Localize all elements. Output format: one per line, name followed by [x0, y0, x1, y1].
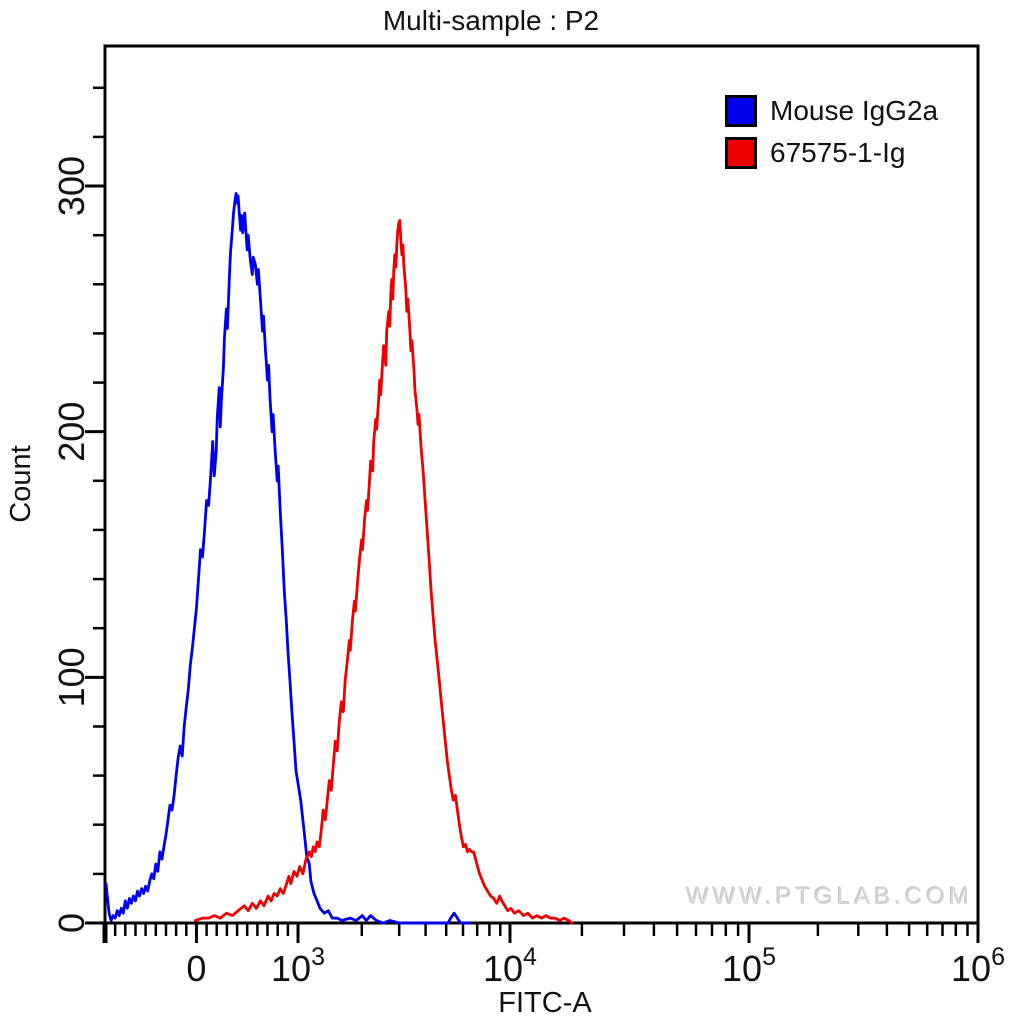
- x-axis-tick-label: 105: [722, 943, 776, 989]
- legend-swatch-red: [725, 137, 757, 169]
- y-axis-tick-label: 300: [51, 156, 92, 216]
- watermark: WWW.PTGLAB.COM: [686, 883, 973, 910]
- series-curve-mouse-igg2a: [104, 192, 471, 925]
- legend-item-mouse-igg2a: Mouse IgG2a: [725, 95, 938, 127]
- legend-swatch-blue: [725, 95, 757, 127]
- y-axis-tick-label: 200: [51, 402, 92, 462]
- x-axis-tick-label: 104: [483, 943, 537, 989]
- x-axis-tick-label: 103: [271, 943, 325, 989]
- y-axis-tick-label: 0: [51, 913, 92, 933]
- legend-label: Mouse IgG2a: [770, 95, 939, 126]
- y-axis-title: Count: [5, 445, 37, 522]
- legend-item-67575-1-ig: 67575-1-Ig: [725, 137, 938, 169]
- x-axis-tick-label: 0: [186, 948, 206, 989]
- legend-label: 67575-1-Ig: [770, 137, 906, 168]
- y-axis-tick-label: 100: [51, 647, 92, 707]
- legend: Mouse IgG2a 67575-1-Ig: [725, 95, 938, 179]
- plot-generated-layer: 0 103 104 105 106 0 100 200 300: [51, 44, 1005, 989]
- x-axis-title: FITC-A: [498, 987, 592, 1019]
- plot-frame: [103, 44, 980, 925]
- chart-title: Multi-sample : P2: [382, 5, 600, 36]
- x-axis-tick-label: 106: [951, 943, 1005, 989]
- series-curve-67575-1-ig: [194, 219, 574, 925]
